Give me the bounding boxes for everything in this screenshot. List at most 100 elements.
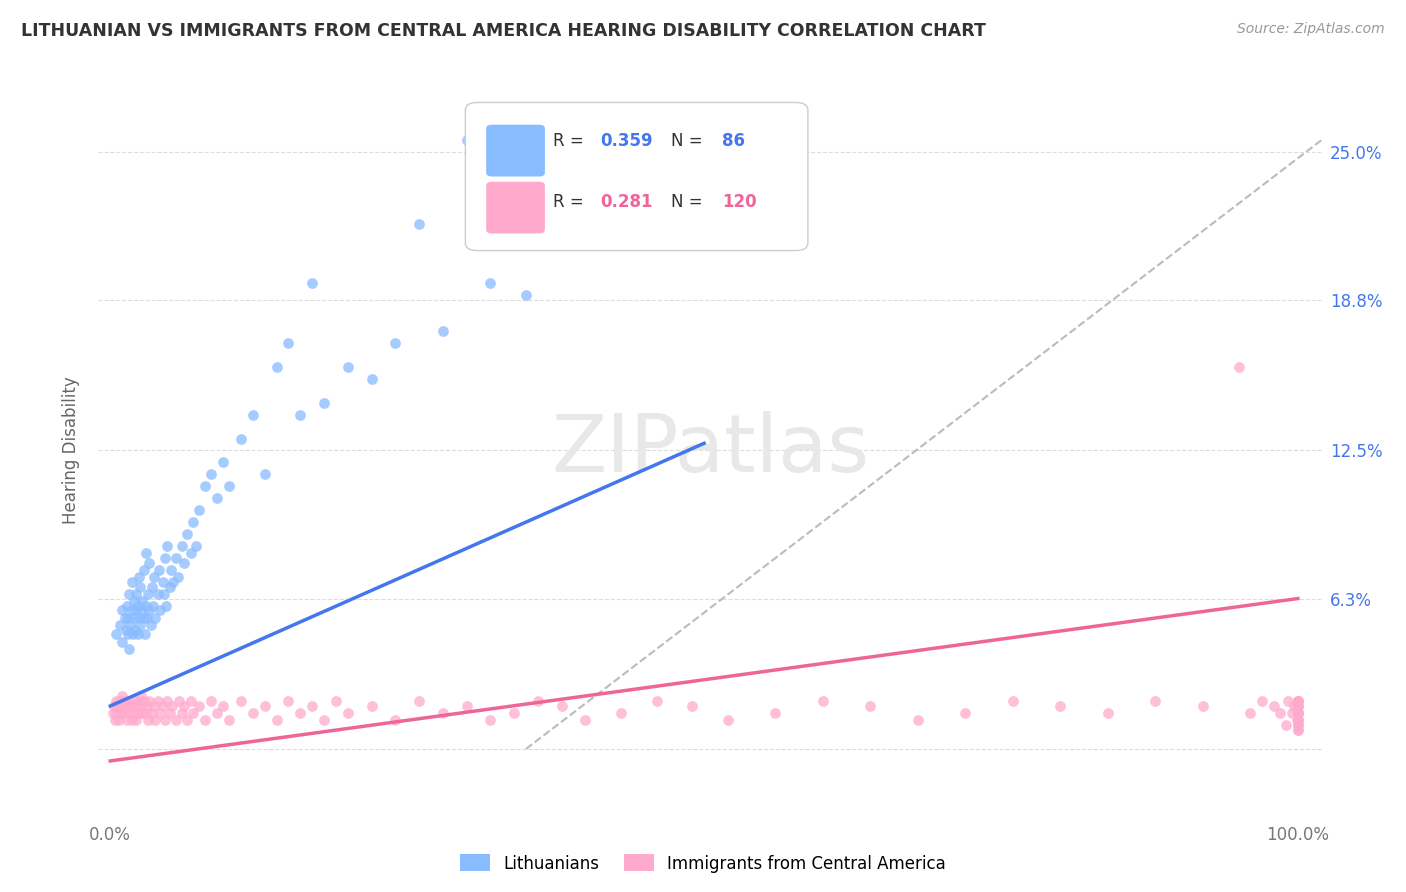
Point [165, 550, 187, 565]
Point [125, 714, 148, 728]
Point [114, 610, 136, 624]
Point [138, 694, 160, 708]
Point [146, 694, 169, 708]
Point [115, 714, 138, 728]
Point [125, 587, 148, 601]
Point [127, 627, 149, 641]
Point [242, 408, 264, 422]
Point [1286, 723, 1309, 737]
Point [118, 641, 141, 656]
Point [176, 714, 198, 728]
Point [1097, 706, 1119, 721]
Point [180, 694, 202, 708]
Point [173, 698, 195, 713]
Point [180, 546, 202, 560]
Point [312, 395, 335, 409]
Point [218, 714, 240, 728]
Point [253, 467, 276, 482]
Point [550, 698, 572, 713]
Point [141, 580, 163, 594]
Point [121, 574, 143, 589]
Point [138, 556, 160, 570]
Point [336, 706, 359, 721]
Point [717, 714, 740, 728]
Point [336, 359, 359, 374]
Point [122, 594, 145, 608]
Text: 120: 120 [723, 194, 756, 211]
Point [170, 706, 193, 721]
Point [1227, 359, 1250, 374]
Point [1286, 706, 1309, 721]
Point [325, 694, 347, 708]
Point [167, 570, 190, 584]
Point [122, 610, 145, 624]
Point [114, 698, 136, 713]
Point [1286, 706, 1309, 721]
Point [408, 217, 430, 231]
Point [1286, 694, 1309, 708]
Point [118, 587, 141, 601]
Point [129, 617, 152, 632]
Text: 86: 86 [723, 132, 745, 150]
Point [146, 587, 169, 601]
Point [1049, 698, 1071, 713]
Point [205, 491, 228, 506]
Point [173, 556, 195, 570]
Point [212, 455, 235, 469]
Point [159, 580, 181, 594]
Text: Source: ZipAtlas.com: Source: ZipAtlas.com [1237, 22, 1385, 37]
Point [127, 599, 149, 613]
Point [148, 563, 170, 577]
Point [110, 706, 132, 721]
Point [277, 336, 299, 351]
Point [360, 698, 382, 713]
Point [111, 698, 134, 713]
Point [141, 706, 163, 721]
Point [108, 617, 131, 632]
Point [128, 706, 150, 721]
Point [1284, 698, 1306, 713]
Point [117, 694, 139, 708]
Text: N =: N = [671, 194, 707, 211]
Point [503, 706, 526, 721]
Point [152, 698, 174, 713]
Point [1263, 698, 1285, 713]
Point [121, 627, 143, 641]
Legend: Lithuanians, Immigrants from Central America: Lithuanians, Immigrants from Central Ame… [453, 847, 953, 880]
Point [456, 698, 478, 713]
Point [122, 706, 145, 721]
Point [384, 336, 406, 351]
FancyBboxPatch shape [486, 125, 546, 177]
Point [645, 694, 668, 708]
Point [105, 627, 128, 641]
Point [194, 479, 217, 493]
Point [1286, 694, 1309, 708]
Point [384, 714, 406, 728]
Point [1239, 706, 1261, 721]
Point [143, 698, 166, 713]
Point [1144, 694, 1167, 708]
Point [242, 706, 264, 721]
Point [127, 694, 149, 708]
Point [136, 714, 159, 728]
Point [200, 467, 222, 482]
Point [1286, 706, 1309, 721]
Point [1286, 714, 1309, 728]
Point [129, 690, 152, 704]
Point [138, 603, 160, 617]
Text: R =: R = [554, 132, 589, 150]
Point [479, 714, 502, 728]
Point [131, 706, 153, 721]
Point [479, 277, 502, 291]
Point [218, 479, 240, 493]
Point [194, 714, 217, 728]
Point [301, 277, 323, 291]
Point [527, 694, 550, 708]
Point [266, 359, 288, 374]
Point [131, 594, 153, 608]
Point [152, 587, 174, 601]
Point [132, 694, 155, 708]
Point [1286, 723, 1309, 737]
Point [152, 574, 174, 589]
Point [1285, 714, 1308, 728]
